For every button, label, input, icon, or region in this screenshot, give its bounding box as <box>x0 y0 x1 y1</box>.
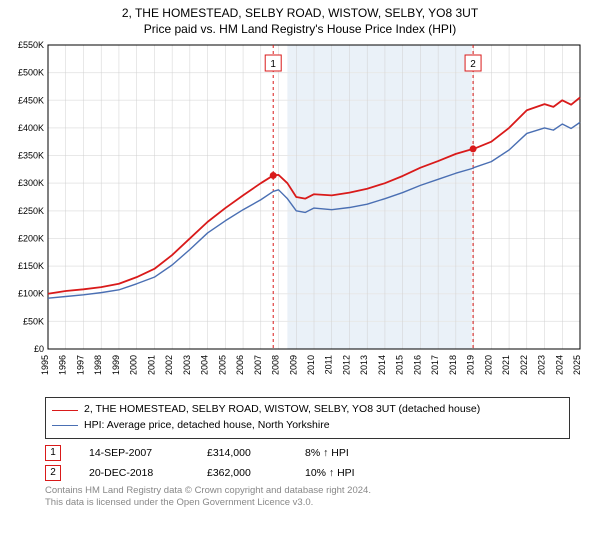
svg-text:2021: 2021 <box>501 355 511 375</box>
marker-id-box: 1 <box>45 445 61 461</box>
svg-text:£200K: £200K <box>18 234 44 244</box>
svg-text:£100K: £100K <box>18 289 44 299</box>
svg-text:1: 1 <box>270 59 276 70</box>
svg-text:1997: 1997 <box>75 355 85 375</box>
footnote-line-2: This data is licensed under the Open Gov… <box>45 497 570 509</box>
svg-text:2: 2 <box>470 59 476 70</box>
svg-text:£300K: £300K <box>18 178 44 188</box>
svg-text:£250K: £250K <box>18 206 44 216</box>
svg-text:2006: 2006 <box>235 355 245 375</box>
legend-label-series2: HPI: Average price, detached house, Nort… <box>84 418 330 434</box>
title-line-2: Price paid vs. HM Land Registry's House … <box>0 22 600 38</box>
svg-text:2007: 2007 <box>253 355 263 375</box>
marker-id-box: 2 <box>45 465 61 481</box>
legend-row-series2: HPI: Average price, detached house, Nort… <box>52 418 563 434</box>
line-chart: £0 £50K £100K £150K £200K £250K £300K £350K £400… <box>0 37 600 397</box>
svg-text:2001: 2001 <box>146 355 156 375</box>
svg-text:£50K: £50K <box>23 317 44 327</box>
marker-price: £314,000 <box>207 447 277 459</box>
svg-text:2002: 2002 <box>164 355 174 375</box>
svg-text:2017: 2017 <box>430 355 440 375</box>
svg-text:2014: 2014 <box>377 355 387 375</box>
marker-date: 20-DEC-2018 <box>89 467 179 479</box>
legend-row-series1: 2, THE HOMESTEAD, SELBY ROAD, WISTOW, SE… <box>52 402 563 418</box>
svg-text:1998: 1998 <box>93 355 103 375</box>
legend-swatch-series1 <box>52 410 78 411</box>
svg-text:2019: 2019 <box>466 355 476 375</box>
page: 2, THE HOMESTEAD, SELBY ROAD, WISTOW, SE… <box>0 0 600 560</box>
svg-text:2008: 2008 <box>271 355 281 375</box>
marker-row: 2 20-DEC-2018 £362,000 10% ↑ HPI <box>45 465 570 481</box>
svg-text:£150K: £150K <box>18 261 44 271</box>
svg-text:2023: 2023 <box>537 355 547 375</box>
legend-label-series1: 2, THE HOMESTEAD, SELBY ROAD, WISTOW, SE… <box>84 402 480 418</box>
svg-text:2011: 2011 <box>324 355 334 374</box>
marker-note: 10% ↑ HPI <box>305 467 355 479</box>
svg-text:£0: £0 <box>34 344 44 354</box>
markers-table: 1 14-SEP-2007 £314,000 8% ↑ HPI 2 20-DEC-2018… <box>45 445 570 481</box>
svg-text:2015: 2015 <box>395 355 405 375</box>
svg-text:2003: 2003 <box>182 355 192 375</box>
svg-text:2000: 2000 <box>129 355 139 375</box>
footnote-line-1: Contains HM Land Registry data © Crown c… <box>45 485 570 497</box>
svg-text:£350K: £350K <box>18 151 44 161</box>
svg-text:2025: 2025 <box>572 355 582 375</box>
svg-text:2024: 2024 <box>554 355 564 375</box>
svg-text:1996: 1996 <box>58 355 68 375</box>
svg-text:£450K: £450K <box>18 95 44 105</box>
marker-note: 8% ↑ HPI <box>305 447 349 459</box>
marker-price: £362,000 <box>207 467 277 479</box>
title-line-1: 2, THE HOMESTEAD, SELBY ROAD, WISTOW, SE… <box>0 6 600 22</box>
footnote: Contains HM Land Registry data © Crown c… <box>45 485 570 510</box>
svg-text:2012: 2012 <box>341 355 351 375</box>
svg-text:1999: 1999 <box>111 355 121 375</box>
legend: 2, THE HOMESTEAD, SELBY ROAD, WISTOW, SE… <box>45 397 570 439</box>
svg-text:2022: 2022 <box>519 355 529 375</box>
svg-text:1995: 1995 <box>40 355 50 375</box>
svg-text:2005: 2005 <box>217 355 227 375</box>
title-block: 2, THE HOMESTEAD, SELBY ROAD, WISTOW, SE… <box>0 0 600 37</box>
svg-text:2020: 2020 <box>483 355 493 375</box>
svg-text:2010: 2010 <box>306 355 316 375</box>
svg-text:2018: 2018 <box>448 355 458 375</box>
legend-swatch-series2 <box>52 425 78 426</box>
svg-text:2009: 2009 <box>288 355 298 375</box>
marker-row: 1 14-SEP-2007 £314,000 8% ↑ HPI <box>45 445 570 461</box>
svg-text:£550K: £550K <box>18 40 44 50</box>
svg-text:£500K: £500K <box>18 68 44 78</box>
svg-text:2016: 2016 <box>412 355 422 375</box>
svg-text:2013: 2013 <box>359 355 369 375</box>
marker-date: 14-SEP-2007 <box>89 447 179 459</box>
svg-text:2004: 2004 <box>200 355 210 375</box>
svg-text:£400K: £400K <box>18 123 44 133</box>
